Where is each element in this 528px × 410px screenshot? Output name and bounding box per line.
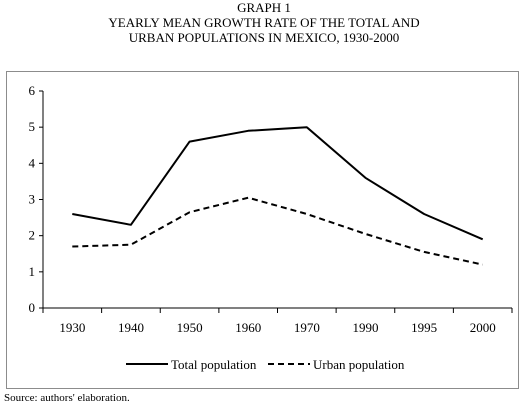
y-tick-label: 4: [29, 155, 36, 170]
x-tick-label: 1995: [411, 320, 437, 335]
y-tick-label: 5: [29, 119, 36, 134]
y-tick-label: 2: [29, 228, 36, 243]
graph-label: GRAPH 1: [237, 0, 291, 15]
x-tick-label: 1950: [177, 320, 203, 335]
legend-label-urban-population: Urban population: [313, 357, 405, 372]
chart-legend: Total population Urban population: [126, 357, 405, 372]
series-line-total-population: [72, 126, 484, 241]
y-tick-label: 6: [29, 83, 36, 98]
x-tick-label: 1930: [59, 320, 85, 335]
y-tick-label: 0: [29, 300, 36, 315]
chart-title-line-1: YEARLY MEAN GROWTH RATE OF THE TOTAL AND: [108, 15, 420, 30]
y-tick-label: 3: [29, 192, 36, 207]
chart-axes: 0 1 2 3 4 5 6 1930 1940 1950 1960 1970 1990 1995 2000: [29, 83, 513, 335]
chart-title-line-2: URBAN POPULATIONS IN MEXICO, 1930-2000: [128, 30, 400, 45]
y-tick-label: 1: [29, 264, 36, 279]
legend-label-total-population: Total population: [171, 357, 257, 372]
chart-title-block: GRAPH 1 YEARLY MEAN GROWTH RATE OF THE T…: [0, 0, 528, 45]
x-tick-label: 1960: [235, 320, 261, 335]
series-line-urban-population: [72, 196, 483, 266]
x-tick-label: 1990: [352, 320, 378, 335]
source-note: Source: authors' elaboration.: [4, 392, 130, 404]
chart-series: [72, 126, 484, 266]
x-tick-label: 1940: [118, 320, 144, 335]
x-tick-label: 1970: [294, 320, 320, 335]
chart-frame: [6, 71, 519, 389]
x-tick-label: 2000: [470, 320, 496, 335]
